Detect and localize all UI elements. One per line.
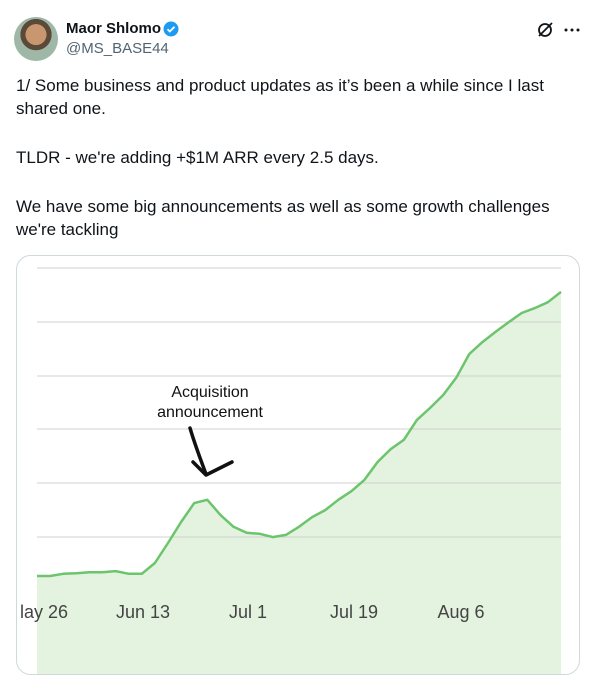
avatar[interactable]	[14, 17, 58, 61]
x-tick-label: Jul 1	[229, 602, 267, 622]
area	[37, 291, 561, 675]
paragraph: We have some big announcements as well a…	[16, 197, 550, 239]
author-name[interactable]: Maor Shlomo	[66, 20, 162, 37]
grid	[37, 267, 561, 538]
plot: lay 26 Jun 13 Jul 1 Jul 19 Aug 6	[16, 255, 580, 675]
tweet-text: 1/ Some business and product updates as …	[16, 74, 576, 267]
x-tick-label: Jun 13	[116, 602, 170, 622]
paragraph: TLDR - we're adding +$1M ARR every 2.5 d…	[16, 148, 379, 167]
annotation: announcement	[157, 404, 263, 421]
line	[37, 290, 562, 578]
media-card	[16, 255, 580, 675]
x-tick-label: lay 26	[20, 602, 68, 622]
author-handle[interactable]: @MS_BASE44	[66, 40, 169, 57]
annotation-arrow	[188, 426, 208, 476]
x-tick-label: Aug 6	[437, 602, 484, 622]
annotation: Acquisition	[171, 384, 248, 401]
tweet-actions[interactable]	[536, 20, 584, 40]
x-tick-label: Jul 19	[330, 602, 378, 622]
annotation-arrowhead	[191, 460, 234, 477]
verified-badge	[163, 21, 179, 37]
paragraph: 1/ Some business and product updates as …	[16, 76, 544, 118]
